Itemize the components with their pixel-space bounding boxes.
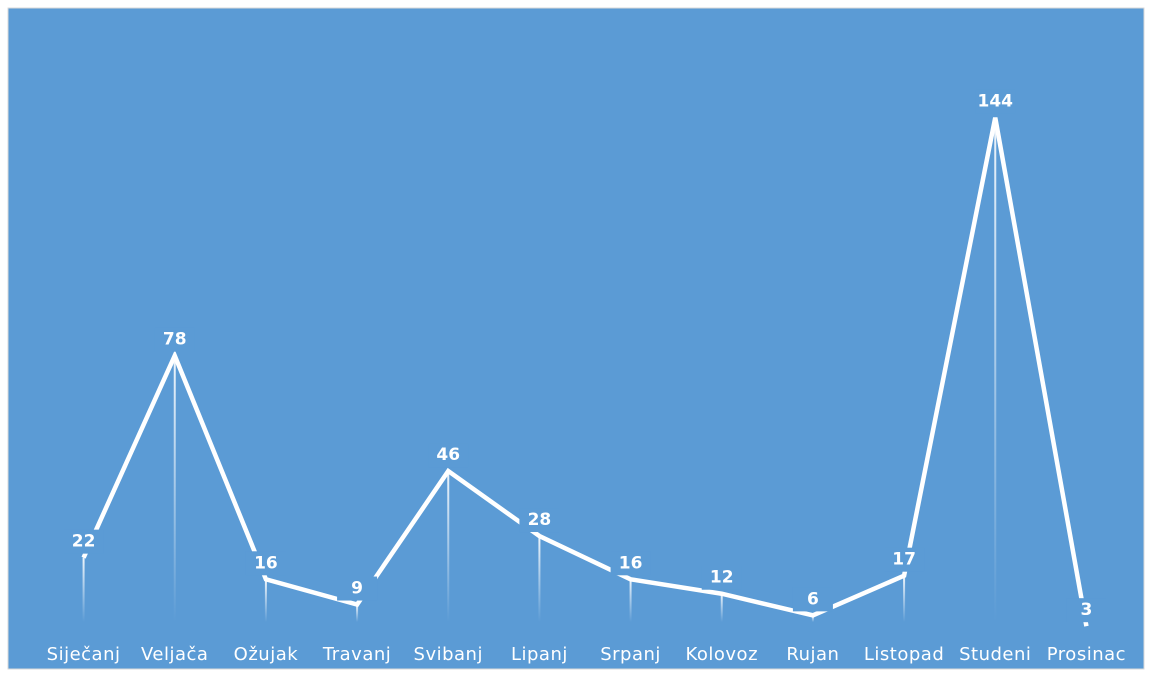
line xyxy=(81,117,1089,627)
drop-line xyxy=(82,557,85,622)
data-label: 144 xyxy=(978,92,1014,112)
drop-line xyxy=(173,355,176,622)
data-label-bg xyxy=(519,508,560,533)
data-label-bg xyxy=(1066,598,1107,623)
drop-line xyxy=(994,117,997,622)
data-label: 28 xyxy=(528,510,552,530)
data-label: 17 xyxy=(892,550,916,570)
data-label-bg xyxy=(245,551,286,576)
data-label-bg xyxy=(337,576,378,601)
data-label: 9 xyxy=(351,579,363,599)
data-label-bg xyxy=(154,327,195,352)
drop-line xyxy=(629,579,632,622)
x-tick-label: Svibanj xyxy=(414,644,483,665)
data-label-bg xyxy=(63,529,104,554)
drop-line xyxy=(356,604,359,622)
drop-line xyxy=(538,536,541,622)
data-label-bg xyxy=(701,565,742,590)
x-tick-label: Rujan xyxy=(786,644,839,665)
data-label-bg xyxy=(428,443,469,468)
data-label-bg xyxy=(975,89,1016,114)
drop-line xyxy=(903,575,906,622)
x-tick-label: Kolovoz xyxy=(685,644,758,665)
x-tick-label: Siječanj xyxy=(47,644,121,665)
x-tick-label: Veljača xyxy=(141,644,208,665)
data-label: 12 xyxy=(710,568,734,588)
drop-line xyxy=(447,471,450,622)
data-label: 78 xyxy=(163,330,187,350)
data-label-bg xyxy=(610,551,651,576)
x-tick-label: Prosinac xyxy=(1047,644,1126,665)
x-tick-label: Lipanj xyxy=(511,644,568,665)
x-tick-label: Listopad xyxy=(864,644,944,665)
data-label: 16 xyxy=(619,553,643,573)
data-label: 6 xyxy=(807,589,819,609)
x-tick-label: Ožujak xyxy=(234,644,299,665)
data-label: 16 xyxy=(254,553,278,573)
drop-line xyxy=(264,579,267,622)
x-tick-label: Srpanj xyxy=(600,644,661,665)
data-label: 46 xyxy=(436,445,460,465)
data-label-bg xyxy=(792,587,833,612)
x-tick-label: Travanj xyxy=(322,644,391,665)
data-label-bg xyxy=(884,547,925,572)
drop-line xyxy=(811,615,814,622)
data-label: 22 xyxy=(72,532,96,552)
plot-background xyxy=(7,7,1145,670)
data-label: 3 xyxy=(1080,600,1092,620)
drop-line xyxy=(720,593,723,622)
x-tick-label: Studeni xyxy=(959,644,1031,665)
